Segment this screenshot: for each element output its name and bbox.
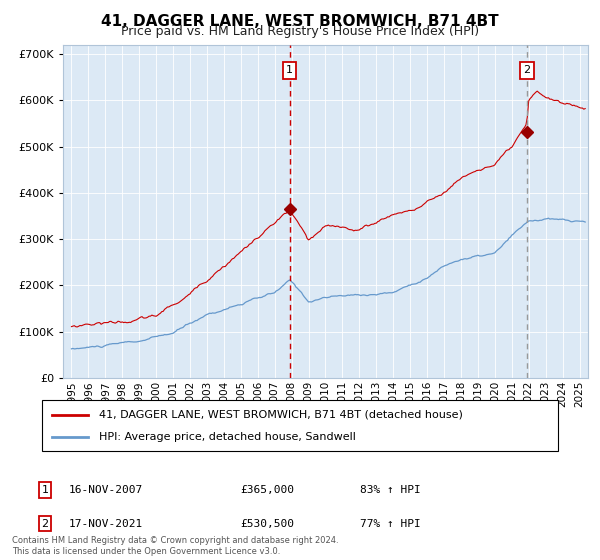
Text: 16-NOV-2007: 16-NOV-2007 bbox=[69, 485, 143, 495]
Text: 1: 1 bbox=[41, 485, 49, 495]
Text: 2: 2 bbox=[41, 519, 49, 529]
Text: Price paid vs. HM Land Registry's House Price Index (HPI): Price paid vs. HM Land Registry's House … bbox=[121, 25, 479, 38]
Text: Contains HM Land Registry data © Crown copyright and database right 2024.
This d: Contains HM Land Registry data © Crown c… bbox=[12, 536, 338, 556]
Text: 1: 1 bbox=[286, 66, 293, 75]
Text: 17-NOV-2021: 17-NOV-2021 bbox=[69, 519, 143, 529]
Text: 41, DAGGER LANE, WEST BROMWICH, B71 4BT (detached house): 41, DAGGER LANE, WEST BROMWICH, B71 4BT … bbox=[99, 409, 463, 419]
FancyBboxPatch shape bbox=[42, 400, 558, 451]
Text: 83% ↑ HPI: 83% ↑ HPI bbox=[360, 485, 421, 495]
Text: 77% ↑ HPI: 77% ↑ HPI bbox=[360, 519, 421, 529]
Text: £530,500: £530,500 bbox=[240, 519, 294, 529]
Text: HPI: Average price, detached house, Sandwell: HPI: Average price, detached house, Sand… bbox=[99, 432, 356, 442]
Text: 2: 2 bbox=[523, 66, 530, 75]
Text: 41, DAGGER LANE, WEST BROMWICH, B71 4BT: 41, DAGGER LANE, WEST BROMWICH, B71 4BT bbox=[101, 14, 499, 29]
Text: £365,000: £365,000 bbox=[240, 485, 294, 495]
